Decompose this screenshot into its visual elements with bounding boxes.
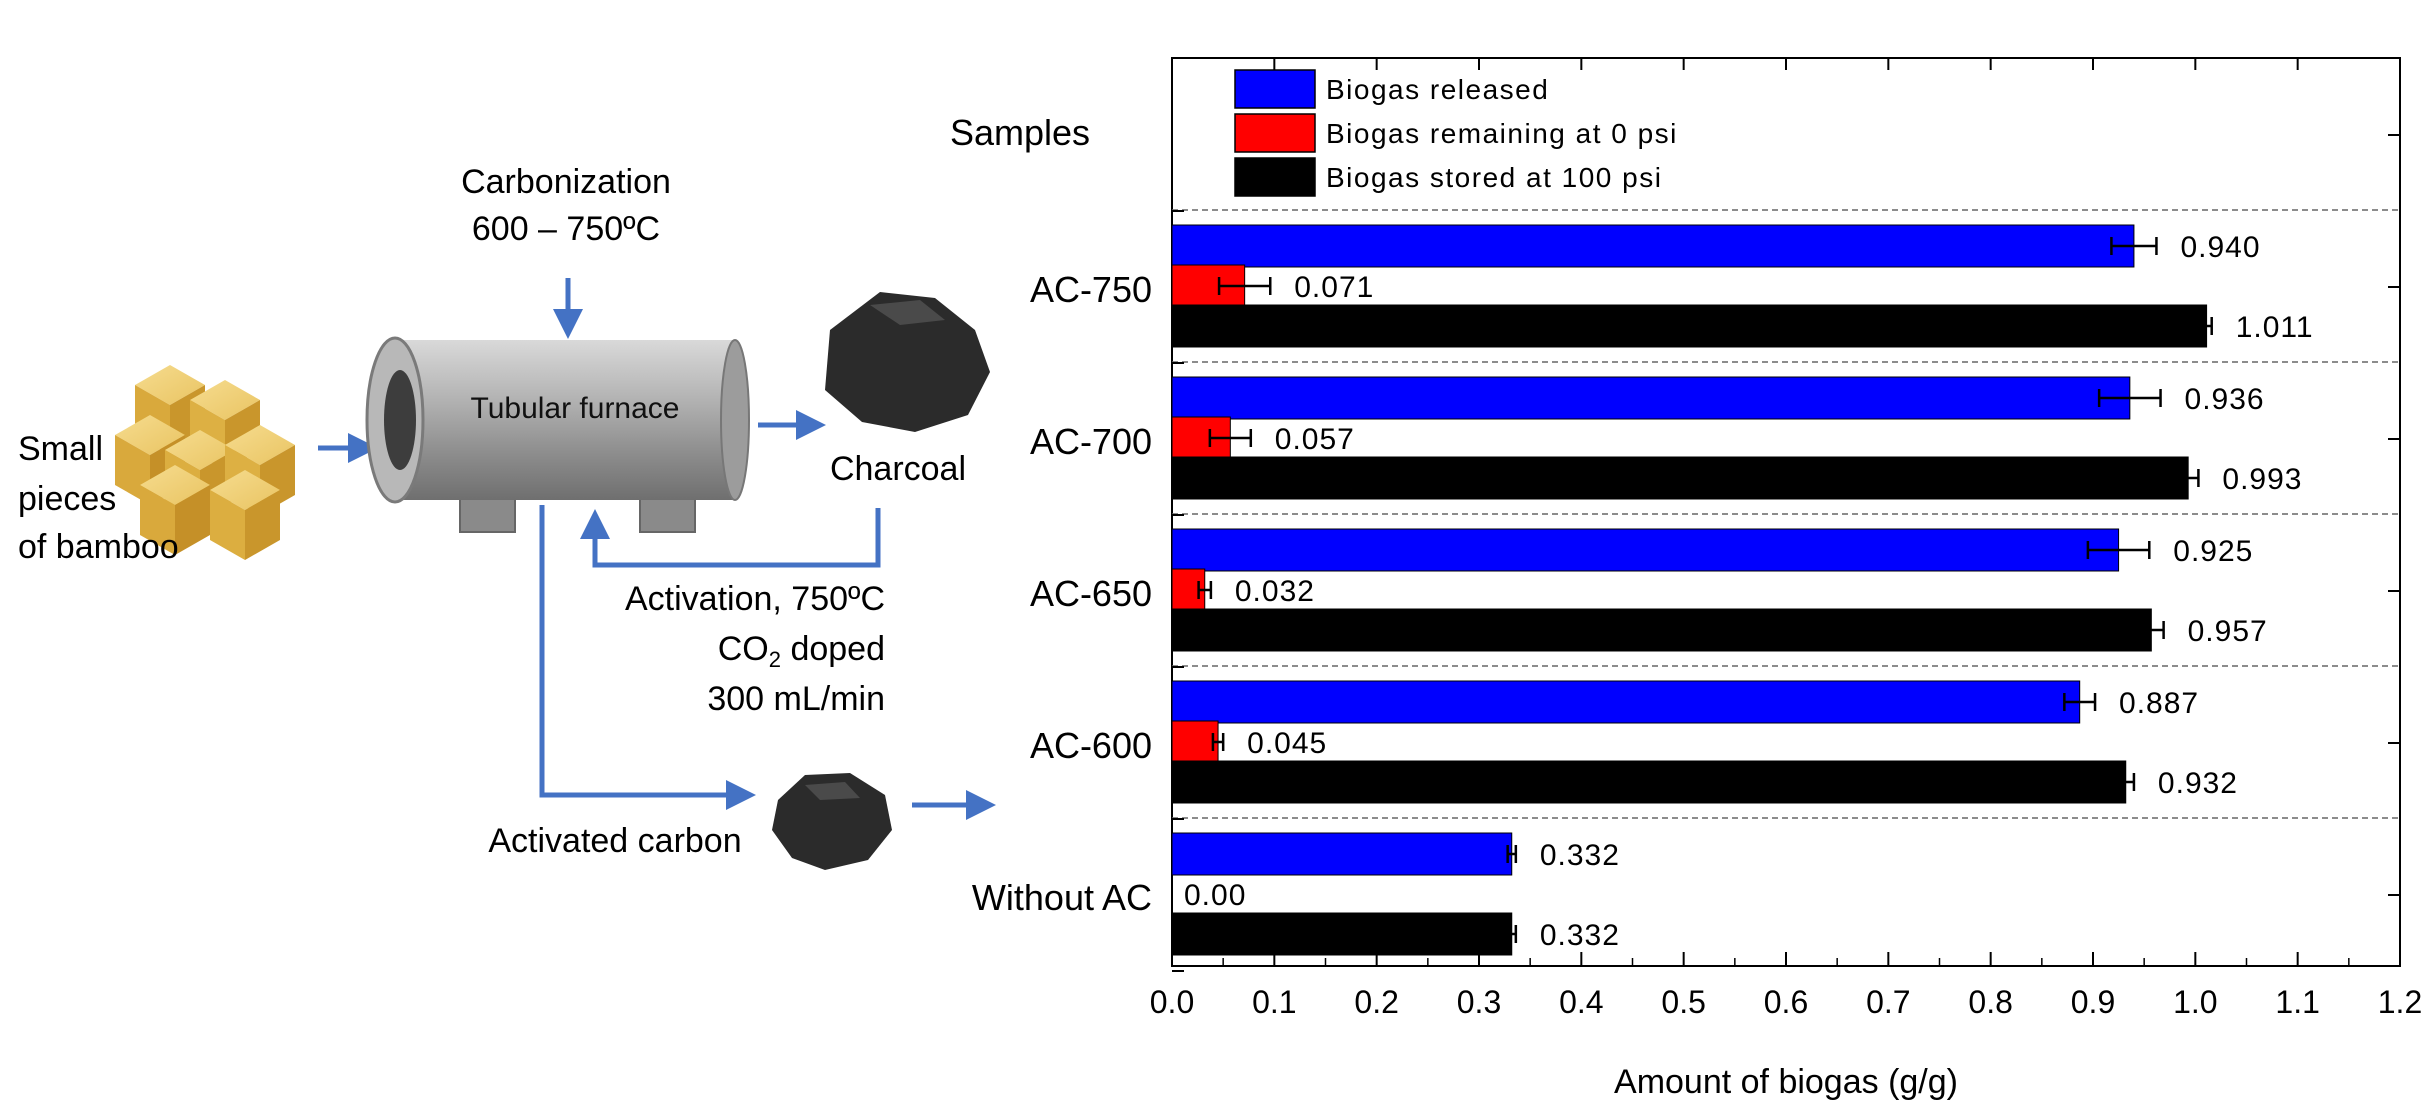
x-tick-label: 0.8 xyxy=(1968,984,2012,1020)
legend-swatch-2 xyxy=(1234,157,1316,197)
category-label: AC-700 xyxy=(1030,421,1152,462)
bamboo-pieces-icon xyxy=(115,365,295,560)
activated-carbon-highlight-icon xyxy=(805,782,860,800)
category-labels: AC-750 AC-700 AC-650 AC-600 Without AC xyxy=(972,269,1152,918)
error-bars xyxy=(1197,237,2213,943)
bar-biogas-released-ac-700 xyxy=(1171,376,2131,420)
bamboo-label-line1: Small xyxy=(18,430,103,468)
value-label: 0.332 xyxy=(1540,919,1620,952)
value-label: 0.936 xyxy=(2185,383,2265,416)
charcoal-lump-icon xyxy=(825,292,990,432)
process-schematic: Small pieces of bamboo Carbonization 600… xyxy=(18,163,996,870)
co2-main: CO xyxy=(718,630,769,668)
x-tick-label: 0.7 xyxy=(1866,984,1910,1020)
x-tick-label: 0.5 xyxy=(1661,984,1705,1020)
bar-biogas-released-ac-600 xyxy=(1171,680,2081,724)
category-label: Without AC xyxy=(972,877,1152,918)
bar-biogas-stored-at-100-psi-ac-600 xyxy=(1171,760,2127,804)
activated-carbon-label: Activated carbon xyxy=(488,822,741,860)
plot-frame xyxy=(1171,57,2401,967)
value-label: 0.045 xyxy=(1247,727,1327,760)
furnace-label: Tubular furnace xyxy=(470,392,679,425)
x-tick-label: 0.0 xyxy=(1150,984,1194,1020)
bar-biogas-released-without-ac xyxy=(1171,832,1513,876)
value-label: 0.071 xyxy=(1294,271,1374,304)
x-tick-label: 0.6 xyxy=(1764,984,1808,1020)
carbonization-label: Carbonization xyxy=(461,163,671,201)
category-label: AC-750 xyxy=(1030,269,1152,310)
x-tick-label: 1.1 xyxy=(2275,984,2319,1020)
legend-swatch-0 xyxy=(1234,69,1316,109)
value-label: 0.940 xyxy=(2180,231,2260,264)
charcoal-highlight-icon xyxy=(870,300,945,325)
bamboo-label-line2: pieces xyxy=(18,480,116,518)
co2-tail: doped xyxy=(781,630,885,668)
co2-subscript: 2 xyxy=(769,647,781,672)
activation-label-line1: Activation, 750ºC xyxy=(625,580,885,618)
bar-biogas-released-ac-750 xyxy=(1171,224,2135,268)
x-tick-label: 0.2 xyxy=(1354,984,1398,1020)
legend-label-0: Biogas released xyxy=(1326,74,1549,105)
charcoal-label: Charcoal xyxy=(830,450,966,488)
carbonization-temp: 600 – 750ºC xyxy=(472,210,660,248)
arrow-to-activated-carbon-icon xyxy=(539,505,756,810)
value-label: 0.057 xyxy=(1275,423,1355,456)
value-label: 0.332 xyxy=(1540,839,1620,872)
x-tick-label: 0.1 xyxy=(1252,984,1296,1020)
x-tick-label: 0.4 xyxy=(1559,984,1603,1020)
value-label: 0.925 xyxy=(2173,535,2253,568)
bar-biogas-stored-at-100-psi-ac-750 xyxy=(1171,304,2208,348)
value-label: 0.932 xyxy=(2158,767,2238,800)
bamboo-label-line3: of bamboo xyxy=(18,528,179,566)
bar-biogas-stored-at-100-psi-without-ac xyxy=(1171,912,1513,956)
value-labels: 0.940 0.071 1.011 0.936 0.057 0.993 0.925 0.032… xyxy=(1184,231,2314,952)
biogas-bar-chart: Samples Biogas released Biogas remaining … xyxy=(950,57,2422,1101)
category-label: AC-600 xyxy=(1030,725,1152,766)
value-label: 0.032 xyxy=(1235,575,1315,608)
category-label: AC-650 xyxy=(1030,573,1152,614)
bar-biogas-released-ac-650 xyxy=(1171,528,2120,572)
legend-swatch-1 xyxy=(1234,113,1316,153)
bar-biogas-remaining-at-0-psi-ac-600 xyxy=(1171,720,1219,764)
samples-label: Samples xyxy=(950,112,1090,153)
value-label: 0.993 xyxy=(2222,463,2302,496)
x-tick-label: 0.9 xyxy=(2071,984,2115,1020)
x-tick-label: 1.0 xyxy=(2173,984,2217,1020)
x-axis-label: Amount of biogas (g/g) xyxy=(1614,1063,1958,1101)
legend-label-2: Biogas stored at 100 psi xyxy=(1326,162,1662,193)
x-tick-label: 0.3 xyxy=(1457,984,1501,1020)
bar-biogas-stored-at-100-psi-ac-700 xyxy=(1171,456,2189,500)
legend-label-1: Biogas remaining at 0 psi xyxy=(1326,118,1678,149)
activated-carbon-lump-icon xyxy=(772,773,892,870)
activation-label-line2: CO2 doped xyxy=(718,630,885,672)
x-axis: 0.0 0.1 0.2 0.3 0.4 0.5 0.6 0.7 0.8 0.9 1.0 1.1 1.2 xyxy=(1150,58,2422,1020)
bar-series xyxy=(1171,224,2208,956)
chart-legend: Biogas released Biogas remaining at 0 psi… xyxy=(1234,69,1678,197)
tubular-furnace-icon xyxy=(365,336,750,533)
value-label: 0.00 xyxy=(1184,879,1246,912)
x-tick-label: 1.2 xyxy=(2378,984,2422,1020)
category-separators xyxy=(1172,209,2400,819)
value-label: 1.011 xyxy=(2236,311,2314,344)
bar-biogas-stored-at-100-psi-ac-650 xyxy=(1171,608,2152,652)
value-label: 0.887 xyxy=(2119,687,2199,720)
activation-label-line3: 300 mL/min xyxy=(707,680,885,718)
value-label: 0.957 xyxy=(2188,615,2268,648)
arrow-activation-loop-icon xyxy=(580,508,881,568)
